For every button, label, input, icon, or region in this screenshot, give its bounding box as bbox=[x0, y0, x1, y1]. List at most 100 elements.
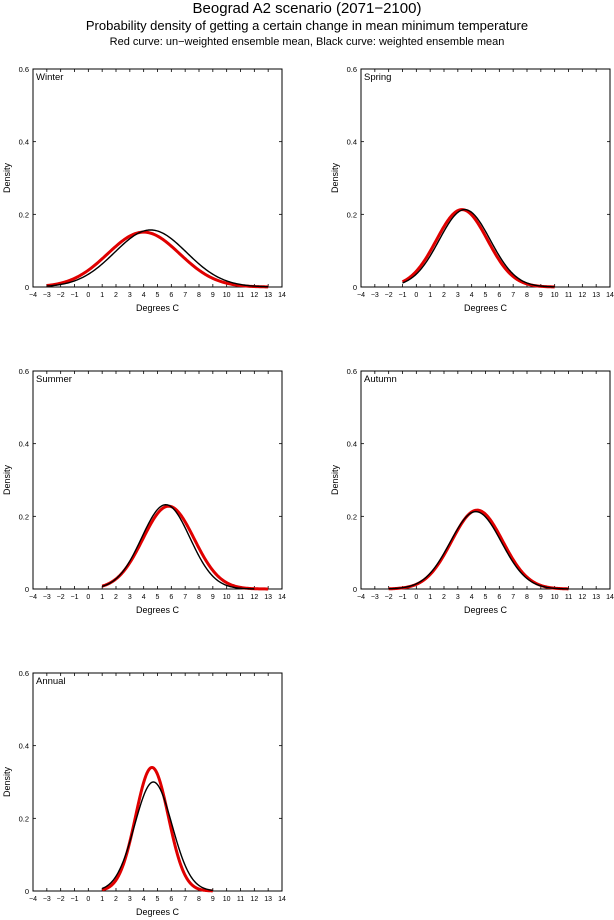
x-tick-label: 10 bbox=[223, 594, 231, 601]
y-axis-label: Density bbox=[330, 162, 340, 193]
x-tick-label: 14 bbox=[278, 896, 286, 903]
panel-autumn: 00.20.40.6−4 −3 −2 −1 0 1 2 3 4 5 6 7 8 9 10 11 12 13 14De… bbox=[330, 367, 614, 615]
panel-summer: 00.20.40.6−4 −3 −2 −1 0 1 2 3 4 5 6 7 8 9 10 11 12 13 14De… bbox=[2, 367, 286, 615]
y-tick-label: 0.6 bbox=[19, 65, 29, 74]
x-tick-label: 9 bbox=[539, 292, 543, 299]
x-tick-label: 1 bbox=[428, 292, 432, 299]
y-tick-label: 0 bbox=[25, 585, 29, 594]
panel-label: Spring bbox=[364, 72, 391, 83]
x-tick-label: −4 bbox=[29, 292, 37, 299]
y-axis-label: Density bbox=[2, 162, 12, 193]
y-tick-label: 0.4 bbox=[19, 742, 29, 751]
x-tick-label: 13 bbox=[264, 292, 272, 299]
panel-winter: 00.20.40.6−4 −3 −2 −1 0 1 2 3 4 5 6 7 8 9 10 11 12 13 14De… bbox=[2, 65, 286, 313]
x-tick-label: 14 bbox=[278, 292, 286, 299]
y-tick-label: 0.4 bbox=[347, 440, 357, 449]
x-tick-label: −4 bbox=[29, 594, 37, 601]
x-tick-label: 8 bbox=[197, 896, 201, 903]
panel-spring: 00.20.40.6−4 −3 −2 −1 0 1 2 3 4 5 6 7 8 9 10 11 12 13 14De… bbox=[330, 65, 614, 313]
x-tick-label: 10 bbox=[551, 594, 559, 601]
unweighted-density-curve bbox=[101, 504, 269, 591]
x-tick-label: 2 bbox=[442, 594, 446, 601]
x-tick-label: 3 bbox=[456, 594, 460, 601]
x-tick-label: 8 bbox=[197, 292, 201, 299]
y-tick-label: 0.4 bbox=[19, 440, 29, 449]
x-tick-label: −1 bbox=[399, 292, 407, 299]
x-tick-label: 5 bbox=[156, 896, 160, 903]
y-tick-label: 0.6 bbox=[347, 65, 357, 74]
x-tick-label: 4 bbox=[470, 594, 474, 601]
x-tick-label: 4 bbox=[470, 292, 474, 299]
x-tick-label: 13 bbox=[592, 594, 600, 601]
y-tick-label: 0.2 bbox=[347, 512, 357, 521]
plot-frame bbox=[360, 370, 611, 590]
figure-note: Red curve: un−weighted ensemble mean, Bl… bbox=[109, 36, 505, 48]
x-tick-label: 7 bbox=[511, 594, 515, 601]
y-tick-label: 0.2 bbox=[19, 210, 29, 219]
weighted-density-curve bbox=[402, 208, 555, 288]
x-tick-label: −2 bbox=[57, 594, 65, 601]
x-tick-label: 12 bbox=[250, 594, 258, 601]
x-axis-label: Degrees C bbox=[464, 303, 508, 313]
x-tick-label: −3 bbox=[371, 594, 379, 601]
y-tick-label: 0 bbox=[353, 585, 357, 594]
plot-frame bbox=[32, 672, 283, 892]
x-tick-label: 4 bbox=[142, 896, 146, 903]
x-tick-label: 1 bbox=[100, 594, 104, 601]
x-tick-label: 2 bbox=[114, 896, 118, 903]
y-axis-label: Density bbox=[2, 766, 12, 797]
x-tick-label: −4 bbox=[357, 594, 365, 601]
panel-label: Annual bbox=[36, 676, 66, 687]
y-tick-label: 0.2 bbox=[19, 512, 29, 521]
y-tick-label: 0.6 bbox=[19, 367, 29, 376]
x-axis-label: Degrees C bbox=[136, 605, 180, 615]
x-tick-label: 11 bbox=[237, 594, 244, 601]
panel-label: Autumn bbox=[364, 374, 397, 385]
x-tick-label: −4 bbox=[357, 292, 365, 299]
x-tick-label: 3 bbox=[456, 292, 460, 299]
x-tick-label: 2 bbox=[442, 292, 446, 299]
x-tick-label: 12 bbox=[578, 594, 586, 601]
x-tick-label: 10 bbox=[223, 292, 231, 299]
y-tick-label: 0.6 bbox=[19, 669, 29, 678]
weighted-density-curve bbox=[101, 781, 213, 892]
x-tick-label: 9 bbox=[539, 594, 543, 601]
plot-frame bbox=[32, 370, 283, 590]
x-tick-label: −1 bbox=[399, 594, 407, 601]
x-tick-label: 9 bbox=[211, 292, 215, 299]
x-tick-label: 2 bbox=[114, 292, 118, 299]
unweighted-density-curve bbox=[388, 508, 569, 591]
x-tick-label: 10 bbox=[223, 896, 231, 903]
figure-title: Beograd A2 scenario (2071−2100) bbox=[192, 0, 422, 17]
y-tick-label: 0.2 bbox=[19, 814, 29, 823]
x-tick-label: 1 bbox=[100, 292, 104, 299]
x-tick-label: 11 bbox=[565, 292, 572, 299]
x-tick-label: 12 bbox=[250, 896, 258, 903]
panel-annual: 00.20.40.6−4 −3 −2 −1 0 1 2 3 4 5 6 7 8 9 10 11 12 13 14De… bbox=[2, 669, 286, 917]
x-tick-label: −2 bbox=[385, 594, 393, 601]
weighted-density-curve bbox=[46, 229, 269, 288]
x-tick-label: 0 bbox=[86, 292, 90, 299]
unweighted-density-curve bbox=[46, 230, 269, 289]
x-tick-label: 13 bbox=[592, 292, 600, 299]
x-tick-label: 3 bbox=[128, 292, 132, 299]
x-tick-label: −1 bbox=[71, 896, 79, 903]
x-tick-label: −2 bbox=[385, 292, 393, 299]
x-tick-label: 0 bbox=[86, 896, 90, 903]
x-tick-label: −3 bbox=[43, 896, 51, 903]
x-axis-label: Degrees C bbox=[136, 303, 180, 313]
x-tick-label: 14 bbox=[606, 594, 614, 601]
x-tick-label: 12 bbox=[578, 292, 586, 299]
x-tick-label: 5 bbox=[156, 292, 160, 299]
x-tick-label: 4 bbox=[142, 292, 146, 299]
y-tick-label: 0 bbox=[25, 283, 29, 292]
x-tick-label: −4 bbox=[29, 896, 37, 903]
x-axis-label: Degrees C bbox=[464, 605, 508, 615]
x-tick-label: 7 bbox=[183, 594, 187, 601]
x-tick-label: 10 bbox=[551, 292, 559, 299]
weighted-density-curve bbox=[388, 510, 569, 590]
y-axis-label: Density bbox=[2, 464, 12, 495]
y-axis-label: Density bbox=[330, 464, 340, 495]
x-tick-label: 1 bbox=[428, 594, 432, 601]
x-tick-label: 11 bbox=[237, 292, 244, 299]
